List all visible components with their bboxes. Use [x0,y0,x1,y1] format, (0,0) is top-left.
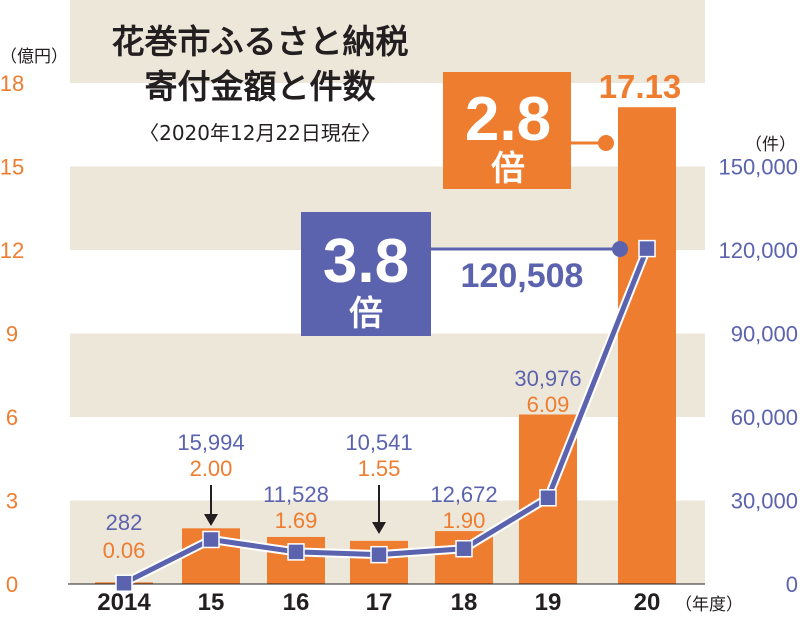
count-callout-suffix: 倍 [349,294,383,334]
x-tick-label: 20 [634,589,661,616]
left-tick-label: 0 [6,572,18,597]
count-callout-dot [612,241,628,257]
left-tick-label: 18 [0,71,24,96]
amount-label-16: 1.69 [275,508,318,533]
arrow-17 [372,485,386,534]
svg-text:2.8: 2.8 [465,85,551,154]
count-marker-15 [202,530,220,549]
count-label-19: 30,976 [514,366,581,391]
chart-title-line-1: 花巻市ふるさと納税 [112,22,409,61]
amount-callout-suffix: 倍 [491,149,525,189]
right-tick-label: 0 [786,572,798,597]
x-tick-label: 16 [283,589,310,616]
x-axis-unit: （年度） [675,595,743,615]
chart-subtitle: 〈2020年12月22日現在〉 [139,121,381,145]
count-marker-16 [287,543,305,561]
right-tick-label: 120,000 [718,238,798,263]
amount-label-2014: 0.06 [103,538,146,563]
count-label-18: 12,672 [430,482,497,507]
arrow-15 [204,485,218,526]
count-marker-20 [638,239,656,258]
count-label-15: 15,994 [177,430,244,455]
left-tick-label: 12 [0,238,24,263]
x-tick-label: 19 [535,589,562,616]
amount-bar-20 [618,107,676,584]
amount-label-18: 1.90 [443,508,486,533]
count-marker-19 [539,489,557,507]
amount-callout-number: 2.8 [465,85,551,154]
left-tick-label: 15 [0,155,24,180]
count-label-16: 11,528 [263,482,329,507]
right-tick-label: 60,000 [731,405,798,430]
x-tick-label: 15 [198,589,225,616]
count-callout-box [301,212,431,336]
left-axis-unit: （億円） [0,47,68,67]
chart-title-line-2: 寄付金額と件数 [145,67,377,106]
grid-band [70,0,705,83]
count-marker-18 [455,539,473,558]
left-tick-label: 9 [6,322,18,347]
count-label-20: 120,508 [461,257,584,295]
svg-text:3.8: 3.8 [323,227,409,296]
count-label-17: 10,541 [345,430,412,455]
left-tick-label: 3 [6,489,18,514]
count-marker-2014 [115,574,133,592]
count-callout-number: 3.8 [323,227,409,296]
x-tick-label: 17 [366,589,393,616]
count-label-2014: 282 [106,510,143,535]
amount-label-20: 17.13 [599,68,682,105]
right-tick-label: 30,000 [731,489,798,514]
amount-label-17: 1.55 [358,456,401,481]
right-tick-label: 150,000 [718,155,798,180]
left-tick-label: 6 [6,405,18,430]
amount-label-15: 2.00 [190,456,233,481]
amount-callout-box [443,72,571,189]
count-marker-17 [370,545,388,564]
right-axis-unit: （件） [745,135,796,155]
amount-callout-dot [598,135,614,151]
x-tick-label: 18 [451,589,478,616]
right-tick-label: 90,000 [731,322,798,347]
x-tick-label: 2014 [97,589,151,616]
amount-label-19: 6.09 [527,392,570,417]
